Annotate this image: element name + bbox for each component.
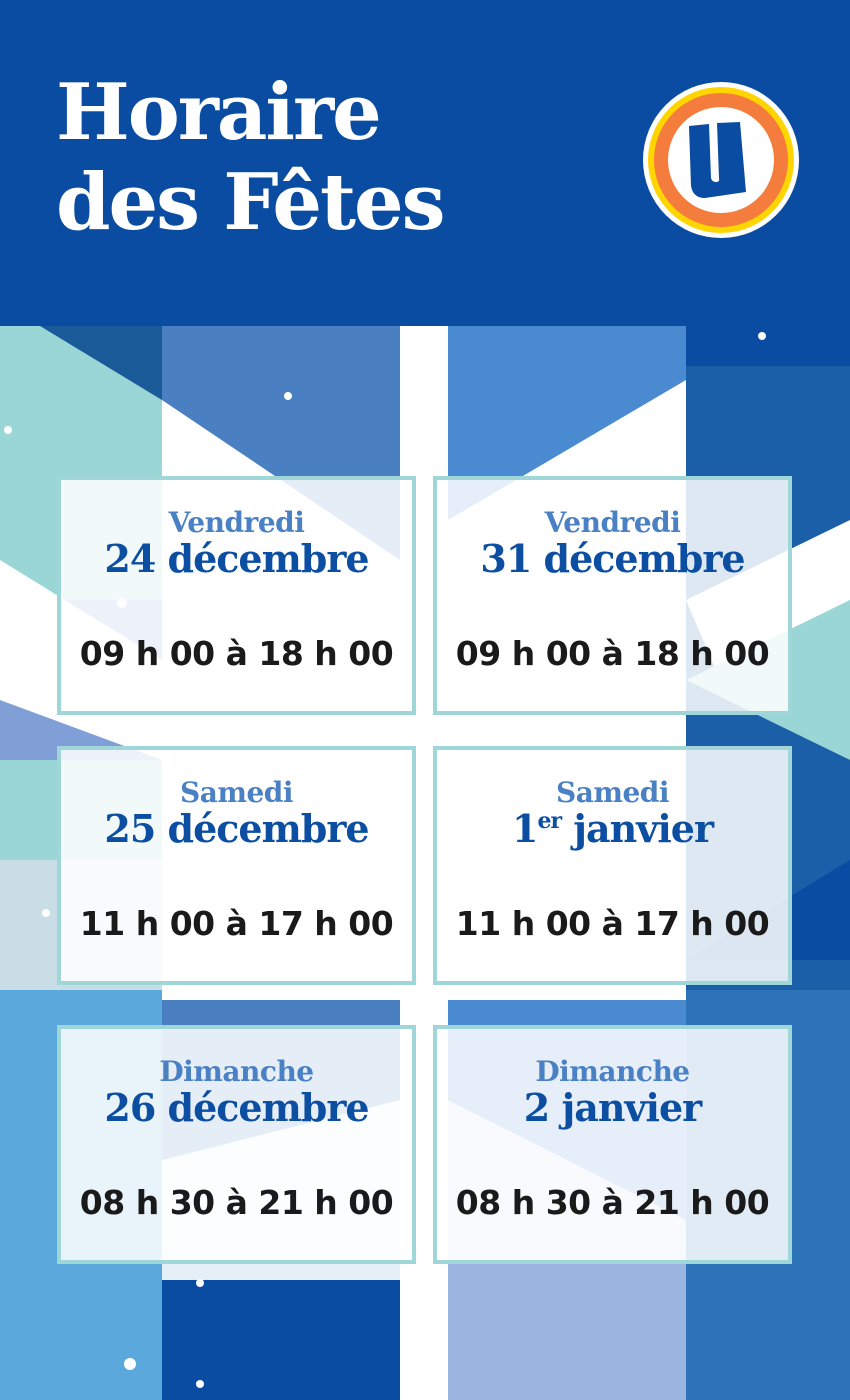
day-label: Samedi <box>179 776 294 809</box>
date-label: 24 décembre <box>104 536 369 581</box>
page-title: Horaire des Fêtes <box>56 67 446 248</box>
hours-label: 09 h 00 à 18 h 00 <box>79 634 394 673</box>
hours-label: 11 h 00 à 17 h 00 <box>455 904 770 943</box>
hours-label: 08 h 30 à 21 h 00 <box>455 1183 770 1222</box>
date-label: 1er janvier <box>437 806 788 851</box>
day-label: Vendredi <box>168 506 305 539</box>
schedule-card-jan-2: Dimanche 2 janvier 08 h 30 à 21 h 00 <box>433 1025 792 1264</box>
date-month: janvier <box>561 806 714 851</box>
title-line-1: Horaire <box>56 67 382 158</box>
hours-label: 08 h 30 à 21 h 00 <box>79 1183 394 1222</box>
schedule-card-jan-1: Samedi 1er janvier 11 h 00 à 17 h 00 <box>433 746 792 985</box>
day-label: Dimanche <box>159 1055 314 1088</box>
title-line-2: des Fêtes <box>56 157 446 248</box>
date-label: 25 décembre <box>104 806 369 851</box>
day-label: Dimanche <box>535 1055 690 1088</box>
day-label: Samedi <box>555 776 670 809</box>
schedule-card-dec-24: Vendredi 24 décembre 09 h 00 à 18 h 00 <box>57 476 416 715</box>
day-label: Vendredi <box>544 506 681 539</box>
date-label: 26 décembre <box>104 1085 369 1130</box>
date-label: 31 décembre <box>480 536 745 581</box>
hours-label: 09 h 00 à 18 h 00 <box>455 634 770 673</box>
date-ordinal: er <box>537 808 562 834</box>
u-logo-icon <box>643 82 799 238</box>
schedule-card-dec-31: Vendredi 31 décembre 09 h 00 à 18 h 00 <box>433 476 792 715</box>
date-label: 2 janvier <box>523 1085 702 1130</box>
date-number: 1 <box>512 806 538 851</box>
hours-label: 11 h 00 à 17 h 00 <box>79 904 394 943</box>
schedule-card-dec-25: Samedi 25 décembre 11 h 00 à 17 h 00 <box>57 746 416 985</box>
schedule-card-dec-26: Dimanche 26 décembre 08 h 30 à 21 h 00 <box>57 1025 416 1264</box>
